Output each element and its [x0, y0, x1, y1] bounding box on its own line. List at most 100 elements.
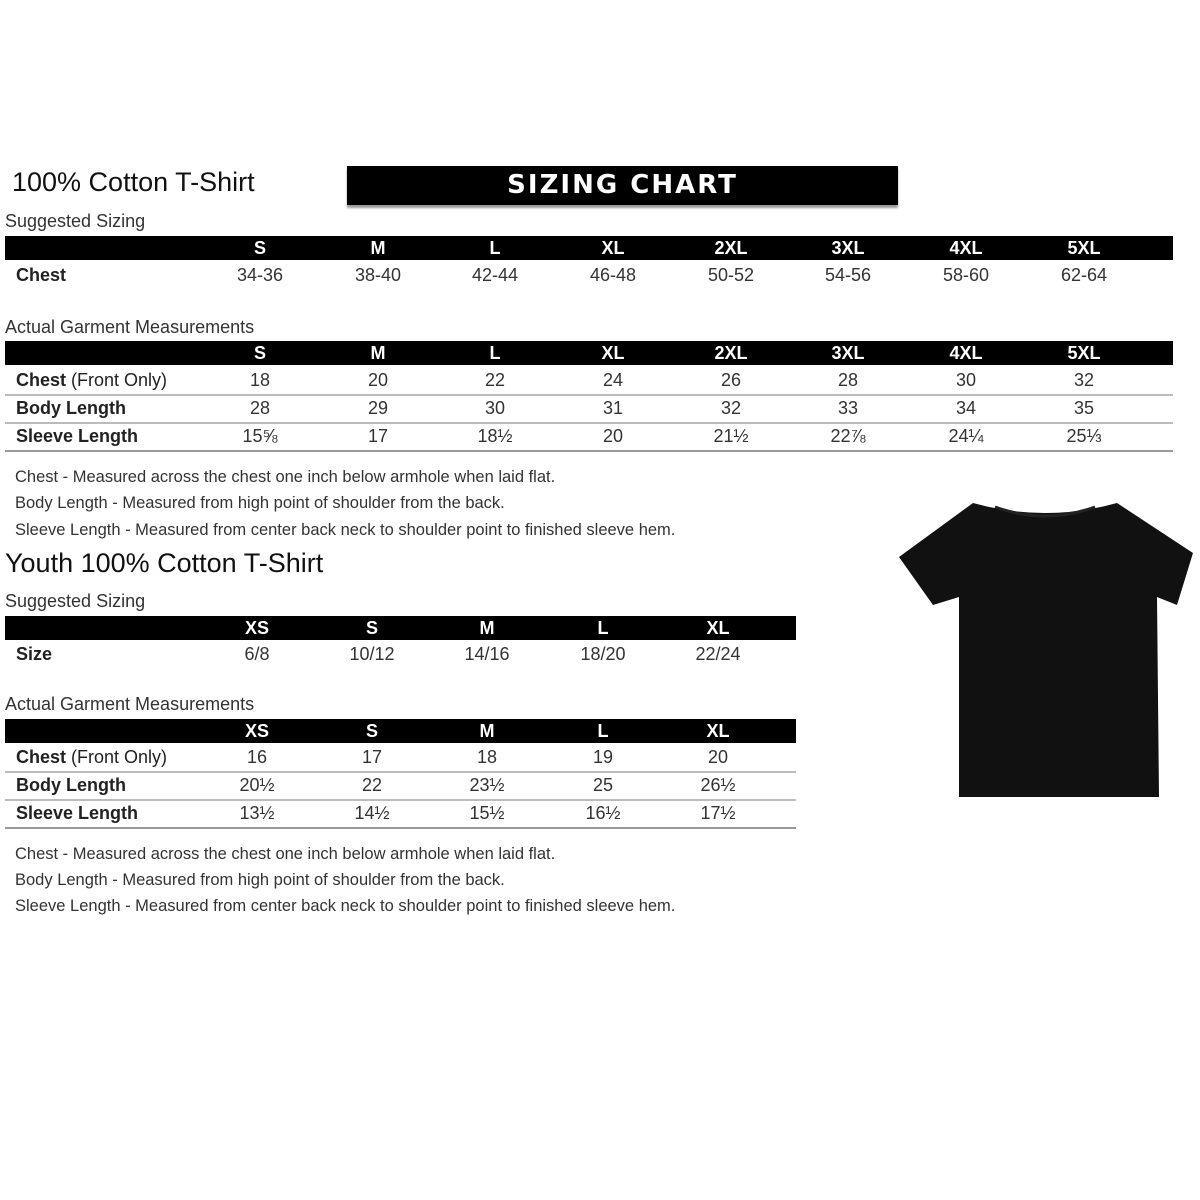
youth-actual-label: Actual Garment Measurements — [5, 694, 255, 714]
size-header-cell: XL — [601, 343, 625, 363]
row-label: Body Length — [16, 772, 126, 799]
youth-title: Youth 100% Cotton T-Shirt — [5, 548, 324, 578]
row-label-text: Body Length — [16, 775, 126, 795]
size-header-cell: S — [253, 238, 266, 258]
table-cell: 17 — [361, 747, 383, 767]
table-cell: 54-56 — [824, 265, 872, 285]
adult-title: 100% Cotton T-Shirt — [12, 167, 255, 197]
size-header-cell: 3XL — [831, 238, 865, 258]
table-cell: 20½ — [239, 775, 275, 795]
size-header-cell: XL — [706, 618, 730, 638]
row-label: Body Length — [16, 395, 126, 422]
table-cell: 6/8 — [244, 644, 270, 664]
table-row: Chest (Front Only) 18 20 22 24 26 28 30 32 — [5, 367, 1173, 396]
row-label-text: Chest — [16, 747, 67, 767]
size-header-cell: M — [370, 343, 386, 363]
table-cell: 25⅓ — [1066, 426, 1102, 446]
size-header-cell: XL — [601, 238, 625, 258]
size-header-cell: 4XL — [949, 238, 983, 258]
size-header-cell: L — [489, 343, 501, 363]
table-cell: 20 — [367, 370, 389, 390]
table-cell: 21½ — [713, 426, 749, 446]
table-cell: 62-64 — [1060, 265, 1108, 285]
size-header-row: XS S M L XL — [5, 719, 796, 743]
youth-note-chest: Chest - Measured across the chest one in… — [15, 845, 556, 863]
table-cell: 22⅞ — [830, 426, 866, 446]
row-label: Chest — [16, 262, 66, 289]
table-cell: 22 — [361, 775, 383, 795]
table-cell: 18 — [249, 370, 271, 390]
table-cell: 28 — [249, 398, 271, 418]
row-label-text: Chest — [16, 370, 67, 390]
table-cell: 34-36 — [236, 265, 284, 285]
table-cell: 42-44 — [471, 265, 519, 285]
size-header-cell: 5XL — [1067, 343, 1101, 363]
table-cell: 10/12 — [349, 644, 395, 664]
row-label: Sleeve Length — [16, 800, 138, 827]
size-header-cell: 2XL — [714, 343, 748, 363]
table-row: Sleeve Length 13½ 14½ 15½ 16½ 17½ — [5, 800, 796, 829]
row-label-text: Body Length — [16, 398, 126, 418]
table-cell: 14½ — [354, 803, 390, 823]
youth-note-sleeve: Sleeve Length - Measured from center bac… — [15, 897, 676, 915]
size-header-cell: 2XL — [714, 238, 748, 258]
table-row: Sleeve Length 15⅝ 17 18½ 20 21½ 22⅞ 24¼ 25⅓ — [5, 423, 1173, 452]
row-label-text: Chest — [16, 265, 67, 285]
table-cell: 35 — [1073, 398, 1095, 418]
table-cell: 18 — [476, 747, 498, 767]
table-cell: 26½ — [700, 775, 736, 795]
size-header-cell: XS — [244, 721, 269, 741]
table-cell: 28 — [837, 370, 859, 390]
table-cell: 20 — [602, 426, 624, 446]
table-cell: 15½ — [469, 803, 505, 823]
table-cell: 13½ — [239, 803, 275, 823]
table-row: Chest 34-36 38-40 42-44 46-48 50-52 54-56 58-60… — [5, 262, 1173, 289]
table-cell: 16½ — [585, 803, 621, 823]
adult-note-sleeve: Sleeve Length - Measured from center bac… — [15, 521, 676, 539]
table-cell: 58-60 — [942, 265, 990, 285]
size-header-cell: S — [365, 721, 378, 741]
table-cell: 18½ — [477, 426, 513, 446]
size-header-row: S M L XL 2XL 3XL 4XL 5XL — [5, 341, 1173, 365]
row-label: Chest (Front Only) — [16, 367, 167, 394]
size-header-cell: M — [479, 721, 495, 741]
size-header-cell: M — [479, 618, 495, 638]
table-row: Body Length 20½ 22 23½ 25 26½ — [5, 772, 796, 801]
row-label: Size — [16, 641, 52, 668]
sizing-chart-banner: SIZING CHART — [347, 166, 898, 205]
table-row: Body Length 28 29 30 31 32 33 34 35 — [5, 395, 1173, 424]
size-header-cell: M — [370, 238, 386, 258]
table-row: Size 6/8 10/12 14/16 18/20 22/24 — [5, 641, 796, 668]
table-cell: 32 — [720, 398, 742, 418]
row-label-text: Size — [16, 644, 53, 664]
table-cell: 17 — [367, 426, 389, 446]
table-cell: 24¼ — [948, 426, 984, 446]
table-cell: 18/20 — [580, 644, 626, 664]
table-row: Chest (Front Only) 16 17 18 19 20 — [5, 744, 796, 773]
adult-note-chest: Chest - Measured across the chest one in… — [15, 468, 556, 486]
size-header-cell: 3XL — [831, 343, 865, 363]
table-cell: 15⅝ — [242, 426, 278, 446]
table-cell: 26 — [720, 370, 742, 390]
table-cell: 16 — [246, 747, 268, 767]
row-label: Sleeve Length — [16, 423, 138, 450]
row-label-text: Sleeve Length — [16, 426, 139, 446]
table-cell: 38-40 — [354, 265, 402, 285]
size-header-cell: XS — [244, 618, 269, 638]
adult-suggested-label: Suggested Sizing — [5, 211, 146, 231]
table-cell: 19 — [592, 747, 614, 767]
row-label-note: (Front Only) — [66, 370, 168, 390]
table-cell: 46-48 — [589, 265, 637, 285]
size-header-cell: XL — [706, 721, 730, 741]
table-cell: 32 — [1073, 370, 1095, 390]
adult-note-body: Body Length - Measured from high point o… — [15, 494, 505, 512]
table-cell: 22 — [484, 370, 506, 390]
table-cell: 34 — [955, 398, 977, 418]
adult-actual-label: Actual Garment Measurements — [5, 317, 255, 337]
youth-note-body: Body Length - Measured from high point o… — [15, 871, 505, 889]
table-cell: 20 — [707, 747, 729, 767]
table-cell: 50-52 — [707, 265, 755, 285]
row-label-text: Sleeve Length — [16, 803, 139, 823]
size-header-cell: 5XL — [1067, 238, 1101, 258]
